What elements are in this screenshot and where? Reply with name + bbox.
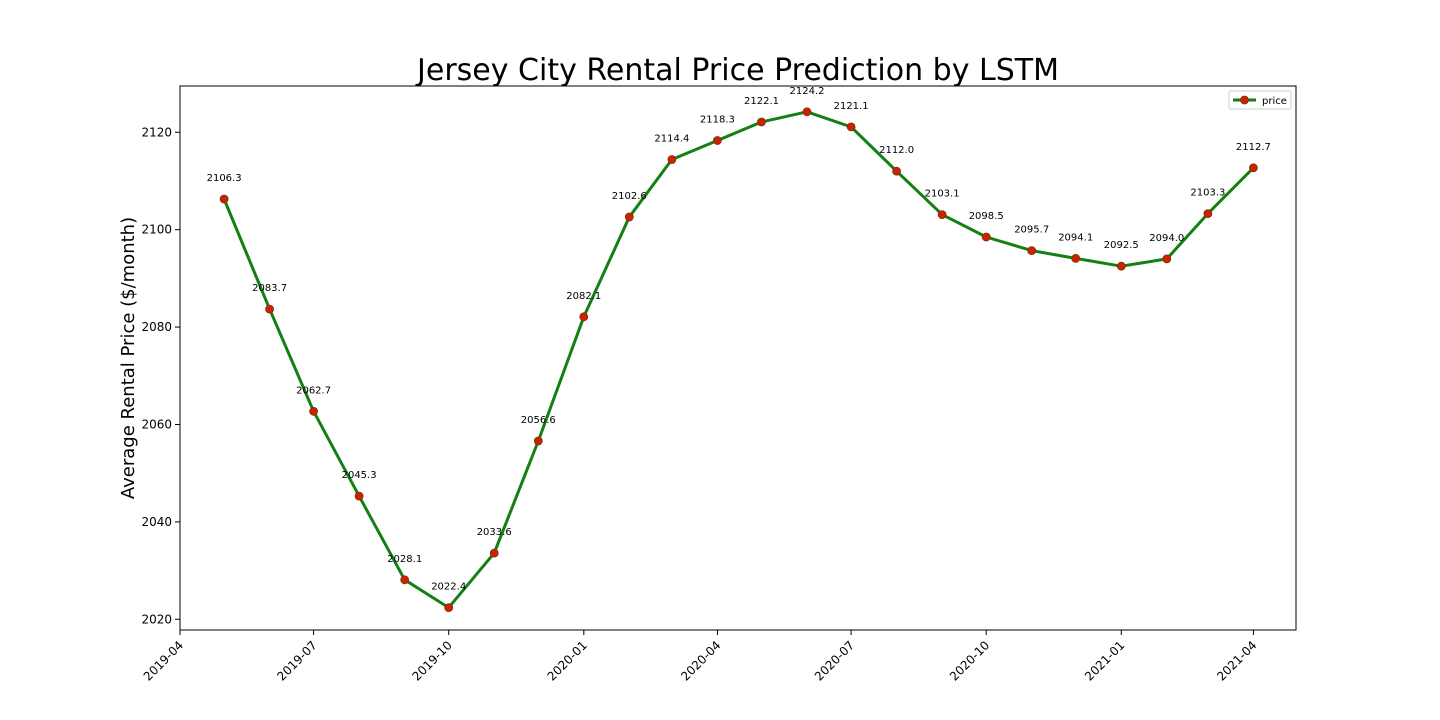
data-label: 2106.3 bbox=[207, 173, 242, 184]
data-point bbox=[533, 436, 543, 446]
data-point bbox=[937, 210, 947, 220]
data-point bbox=[624, 212, 634, 222]
data-point bbox=[802, 107, 812, 117]
data-point bbox=[444, 603, 454, 612]
data-point bbox=[1027, 246, 1037, 256]
data-label: 2056.6 bbox=[521, 415, 556, 426]
data-label: 2122.1 bbox=[744, 96, 779, 107]
data-label: 2103.3 bbox=[1190, 188, 1225, 199]
data-point bbox=[400, 575, 410, 585]
x-tick-label: 2019-07 bbox=[274, 638, 319, 683]
y-tick-label: 2120 bbox=[141, 125, 172, 139]
x-tick-label: 2020-07 bbox=[812, 638, 857, 683]
data-point bbox=[981, 232, 991, 242]
x-tick-label: 2020-10 bbox=[947, 638, 992, 683]
plot-area-frame bbox=[179, 85, 1297, 631]
data-label: 2114.4 bbox=[654, 134, 689, 145]
data-point bbox=[846, 122, 856, 132]
data-label: 2045.3 bbox=[342, 470, 377, 481]
data-point bbox=[265, 304, 275, 314]
data-label: 2022.4 bbox=[431, 582, 466, 593]
y-tick-label: 2100 bbox=[141, 223, 172, 237]
data-label: 2092.5 bbox=[1104, 240, 1139, 251]
data-label: 2098.5 bbox=[969, 211, 1004, 222]
data-label: 2118.3 bbox=[700, 115, 735, 126]
data-label: 2102.6 bbox=[612, 191, 647, 202]
x-tick-label: 2020-01 bbox=[545, 638, 590, 683]
data-point bbox=[1116, 261, 1126, 271]
data-label: 2062.7 bbox=[296, 385, 331, 396]
y-tick-label: 2060 bbox=[141, 417, 172, 431]
legend-box bbox=[1228, 90, 1292, 110]
data-point bbox=[1162, 254, 1172, 264]
series-layer: 2106.3 2083.7 2062.7 2045.3 2028.1 2022.4 2033… bbox=[207, 86, 1271, 612]
data-label: 2095.7 bbox=[1014, 225, 1049, 236]
data-point bbox=[1249, 163, 1258, 173]
data-label: 2083.7 bbox=[252, 283, 287, 294]
data-label: 2028.1 bbox=[387, 554, 422, 565]
y-axis-label: Average Rental Price ($/month) bbox=[118, 217, 139, 499]
legend: price bbox=[1228, 90, 1292, 110]
x-axis-ticks: 2019-04 2019-07 2019-10 2020-01 2020-04 2020-… bbox=[141, 630, 1260, 684]
data-point bbox=[219, 194, 229, 204]
x-tick-label: 2019-04 bbox=[141, 638, 186, 683]
x-tick-label: 2019-10 bbox=[409, 638, 454, 683]
chart-title: Jersey City Rental Price Prediction by L… bbox=[415, 53, 1059, 88]
x-tick-label: 2021-01 bbox=[1082, 638, 1127, 683]
data-label: 2094.1 bbox=[1058, 232, 1093, 243]
data-label: 2112.7 bbox=[1236, 142, 1271, 153]
y-tick-label: 2040 bbox=[141, 515, 172, 529]
data-point bbox=[489, 548, 499, 558]
data-point bbox=[309, 406, 319, 416]
legend-entry-price: price bbox=[1262, 96, 1287, 107]
data-point bbox=[579, 312, 589, 322]
y-tick-label: 2080 bbox=[141, 320, 172, 334]
data-point bbox=[667, 155, 677, 164]
x-tick-label: 2020-04 bbox=[678, 638, 723, 683]
y-axis-ticks: 2020 2040 2060 2080 2100 2120 bbox=[141, 125, 180, 626]
data-point bbox=[892, 166, 901, 176]
legend-marker-swatch bbox=[1240, 95, 1249, 105]
x-tick-label: 2021-04 bbox=[1214, 638, 1259, 683]
series-line-price bbox=[222, 110, 1255, 610]
data-point bbox=[1071, 253, 1081, 263]
data-label: 2121.1 bbox=[834, 101, 869, 112]
data-label: 2094.0 bbox=[1149, 233, 1184, 244]
data-label: 2082.1 bbox=[566, 291, 601, 302]
data-label: 2033.6 bbox=[477, 527, 512, 538]
data-point bbox=[354, 491, 364, 501]
data-point bbox=[1203, 209, 1213, 219]
data-label: 2112.0 bbox=[879, 145, 914, 156]
data-label: 2103.1 bbox=[925, 189, 960, 200]
data-point bbox=[713, 136, 722, 145]
y-tick-label: 2020 bbox=[141, 612, 172, 626]
data-label: 2124.2 bbox=[790, 86, 825, 97]
data-point bbox=[757, 117, 766, 127]
